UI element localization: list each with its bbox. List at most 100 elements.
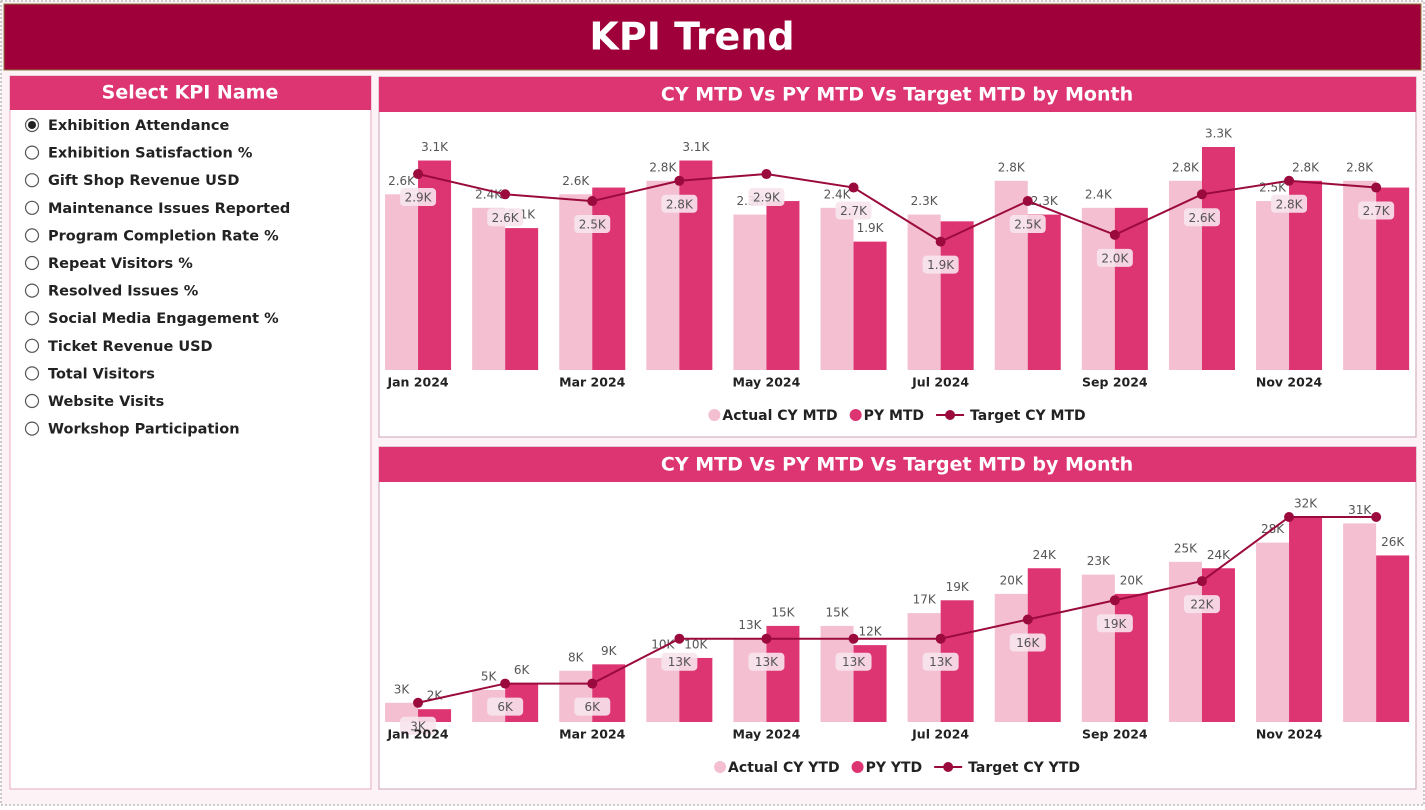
- data-label: 2.4K: [1085, 187, 1113, 201]
- radio-button[interactable]: [24, 283, 40, 298]
- radio-button[interactable]: [24, 255, 40, 271]
- data-label: 3.3K: [1205, 127, 1233, 141]
- chart-header: [379, 77, 1416, 112]
- radio-button[interactable]: [24, 200, 40, 215]
- slicer-item-label[interactable]: Exhibition Satisfaction %: [48, 146, 253, 162]
- bar: [385, 194, 419, 370]
- bar: [994, 180, 1028, 370]
- data-label: 2.8K: [1276, 197, 1304, 211]
- radio-button[interactable]: [24, 145, 40, 160]
- radio-button[interactable]: [24, 338, 40, 353]
- bar: [994, 593, 1028, 722]
- slicer-item[interactable]: Workshop Participation: [24, 421, 240, 438]
- bar: [1376, 555, 1410, 722]
- data-label: 17K: [913, 593, 937, 607]
- legend-item[interactable]: Actual CY YTD: [714, 760, 840, 776]
- legend-label[interactable]: Target CY YTD: [968, 760, 1080, 776]
- radio-button[interactable]: [24, 311, 40, 326]
- slicer-item-label[interactable]: Resolved Issues %: [48, 284, 199, 300]
- legend-label[interactable]: Actual CY MTD: [722, 408, 837, 424]
- line-point: [1284, 512, 1295, 522]
- bar: [679, 160, 713, 370]
- line-point: [1284, 175, 1295, 186]
- chart-panel: [378, 446, 1417, 790]
- legend-item[interactable]: Target CY YTD: [934, 760, 1080, 776]
- data-label: 2.8K: [666, 197, 694, 211]
- data-label: 19K: [1103, 617, 1127, 631]
- legend-item[interactable]: Target CY MTD: [936, 408, 1086, 424]
- slicer-item[interactable]: Repeat Visitors %: [24, 255, 194, 272]
- legend-label[interactable]: Actual CY YTD: [728, 760, 840, 776]
- slicer-item[interactable]: Gift Shop Revenue USD: [24, 173, 240, 189]
- x-tick-label: Jan 2024: [386, 375, 448, 390]
- slicer-item-label[interactable]: Total Visitors: [48, 366, 155, 382]
- radio-button[interactable]: [24, 366, 40, 381]
- data-label-box: [1271, 194, 1308, 213]
- legend-item[interactable]: PY YTD: [851, 760, 923, 776]
- chart-title: CY MTD Vs PY MTD Vs Target MTD by Month: [661, 454, 1133, 476]
- data-label-box: [574, 697, 611, 716]
- slicer-item-label[interactable]: Program Completion Rate %: [48, 228, 279, 244]
- line-point: [413, 697, 424, 708]
- data-label-box: [1009, 633, 1046, 652]
- slicer-item[interactable]: Total Visitors: [24, 366, 155, 382]
- data-label: 6K: [514, 663, 531, 677]
- legend-marker: [943, 762, 954, 772]
- slicer-item[interactable]: Social Media Engagement %: [24, 311, 280, 327]
- line-point: [761, 633, 772, 644]
- bar: [1168, 561, 1202, 722]
- chart-header: [379, 447, 1416, 482]
- line-point: [1109, 229, 1120, 240]
- radio-dot: [28, 121, 36, 129]
- slicer-item[interactable]: Ticket Revenue USD: [24, 338, 213, 355]
- data-label: 2.7K: [1363, 204, 1391, 218]
- slicer-item[interactable]: Maintenance Issues Reported: [24, 200, 291, 217]
- radio-button[interactable]: [24, 421, 40, 436]
- radio-button[interactable]: [24, 393, 40, 409]
- line-point: [674, 175, 685, 186]
- slicer-item-label[interactable]: Ticket Revenue USD: [48, 339, 213, 355]
- x-tick-label: Mar 2024: [559, 727, 625, 742]
- line-point: [1371, 512, 1382, 522]
- slicer-item[interactable]: Resolved Issues %: [24, 283, 199, 300]
- data-label: 1.9K: [927, 258, 955, 272]
- legend-label[interactable]: PY MTD: [864, 408, 924, 424]
- slicer-item-label[interactable]: Exhibition Attendance: [48, 118, 229, 134]
- slicer-list: Exhibition Attendance Exhibition Satisfac…: [24, 117, 291, 438]
- data-label: 15K: [771, 605, 795, 619]
- x-tick-label: Nov 2024: [1256, 375, 1323, 390]
- slicer-item-label[interactable]: Workshop Participation: [48, 422, 240, 438]
- slicer-item[interactable]: Website Visits: [24, 393, 165, 410]
- slicer-item-label[interactable]: Maintenance Issues Reported: [48, 201, 290, 217]
- data-label-box: [1009, 215, 1046, 234]
- line-point: [1196, 189, 1207, 200]
- chart: CY MTD Vs PY MTD Vs Target MTD by Month 3…: [378, 446, 1417, 790]
- radio-button[interactable]: [24, 228, 40, 243]
- data-label-box: [1358, 201, 1395, 220]
- data-label: 2.6K: [1188, 211, 1216, 225]
- legend-label[interactable]: PY YTD: [866, 760, 923, 776]
- data-label: 25K: [1174, 541, 1198, 555]
- slicer-item[interactable]: Program Completion Rate %: [24, 228, 280, 244]
- bar: [1343, 523, 1377, 722]
- slicer-item-label[interactable]: Gift Shop Revenue USD: [48, 173, 239, 189]
- data-label: 3.1K: [421, 140, 449, 154]
- x-tick-label: Jul 2024: [911, 727, 969, 742]
- header-bar: [3, 3, 1422, 71]
- line-point: [500, 189, 511, 200]
- x-tick-label: May 2024: [733, 727, 801, 742]
- slicer-item-label[interactable]: Repeat Visitors %: [48, 256, 193, 272]
- legend-label[interactable]: Target CY MTD: [970, 408, 1086, 424]
- slicer-item[interactable]: Exhibition Attendance: [24, 117, 230, 134]
- slicer-item-label[interactable]: Website Visits: [48, 394, 164, 410]
- legend-item[interactable]: Actual CY MTD: [708, 408, 838, 424]
- slicer-item[interactable]: Exhibition Satisfaction %: [24, 145, 253, 162]
- line-point: [1022, 614, 1033, 625]
- data-label: 23K: [1087, 554, 1111, 568]
- bar: [766, 201, 800, 370]
- legend-item[interactable]: PY MTD: [849, 408, 924, 424]
- radio-button[interactable]: [24, 173, 40, 188]
- slicer-item-label[interactable]: Social Media Engagement %: [48, 311, 279, 327]
- data-label: 10K: [651, 637, 675, 651]
- charts: CY MTD Vs PY MTD Vs Target MTD by Month 2…: [378, 76, 1417, 790]
